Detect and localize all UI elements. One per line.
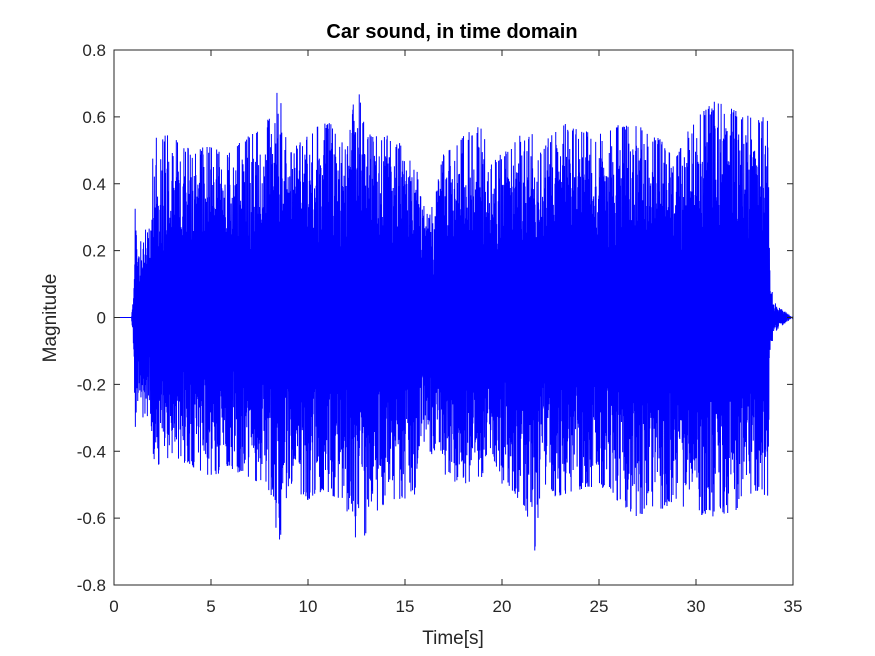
x-tick-label: 25 <box>590 597 609 616</box>
signal-waveform <box>114 92 793 551</box>
y-tick-label: -0.4 <box>77 442 106 461</box>
y-tick-label: 0.2 <box>82 242 106 261</box>
y-tick-label: 0.8 <box>82 41 106 60</box>
y-axis-label: Magnitude <box>40 274 61 363</box>
y-tick-label: -0.2 <box>77 375 106 394</box>
signal-line <box>114 92 793 551</box>
x-axis: 0 5 10 15 20 25 30 35 <box>109 50 802 616</box>
x-tick-label: 30 <box>687 597 706 616</box>
x-tick-label: 15 <box>396 597 415 616</box>
y-tick-label: 0.6 <box>82 108 106 127</box>
x-tick-label: 5 <box>206 597 215 616</box>
chart-title: Car sound, in time domain <box>326 21 577 43</box>
x-tick-label: 35 <box>784 597 803 616</box>
y-axis: 0.8 0.6 0.4 0.2 0 -0.2 -0.4 -0.6 -0.8 <box>77 41 793 595</box>
y-tick-label: -0.8 <box>77 576 106 595</box>
x-tick-label: 20 <box>493 597 512 616</box>
y-tick-label: 0 <box>97 309 106 328</box>
y-tick-label: 0.4 <box>82 175 106 194</box>
x-tick-label: 10 <box>299 597 318 616</box>
y-tick-label: -0.6 <box>77 509 106 528</box>
x-tick-label: 0 <box>109 597 118 616</box>
x-axis-label: Time[s] <box>422 628 484 649</box>
